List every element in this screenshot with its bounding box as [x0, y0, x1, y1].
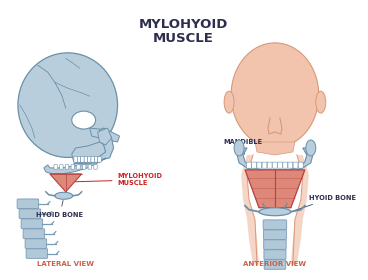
FancyBboxPatch shape	[74, 157, 77, 162]
FancyBboxPatch shape	[82, 165, 86, 169]
Polygon shape	[245, 170, 305, 208]
FancyBboxPatch shape	[60, 165, 63, 169]
FancyBboxPatch shape	[288, 162, 293, 168]
Polygon shape	[291, 155, 309, 265]
FancyBboxPatch shape	[267, 162, 272, 168]
Text: HYOID BONE: HYOID BONE	[36, 200, 83, 218]
Polygon shape	[74, 128, 114, 164]
FancyBboxPatch shape	[257, 162, 262, 168]
Text: ANTERIOR VIEW: ANTERIOR VIEW	[243, 260, 307, 267]
Polygon shape	[237, 148, 313, 173]
FancyBboxPatch shape	[17, 199, 39, 209]
Ellipse shape	[231, 43, 319, 148]
FancyBboxPatch shape	[263, 230, 286, 239]
FancyBboxPatch shape	[94, 165, 97, 169]
Ellipse shape	[306, 140, 316, 156]
Ellipse shape	[18, 53, 117, 157]
FancyBboxPatch shape	[91, 157, 94, 162]
Ellipse shape	[55, 192, 73, 199]
Polygon shape	[241, 155, 259, 265]
Polygon shape	[50, 174, 82, 192]
FancyBboxPatch shape	[81, 157, 84, 162]
Polygon shape	[98, 128, 112, 145]
Ellipse shape	[72, 111, 96, 129]
FancyBboxPatch shape	[21, 219, 43, 228]
FancyBboxPatch shape	[26, 249, 47, 258]
FancyBboxPatch shape	[252, 162, 256, 168]
FancyBboxPatch shape	[277, 162, 282, 168]
FancyBboxPatch shape	[23, 229, 45, 238]
Polygon shape	[255, 142, 295, 155]
FancyBboxPatch shape	[262, 162, 267, 168]
FancyBboxPatch shape	[25, 239, 47, 248]
Ellipse shape	[224, 91, 234, 113]
Ellipse shape	[316, 91, 326, 113]
FancyBboxPatch shape	[95, 157, 98, 162]
FancyBboxPatch shape	[298, 162, 303, 168]
Polygon shape	[44, 158, 106, 174]
Ellipse shape	[234, 140, 244, 156]
FancyBboxPatch shape	[84, 157, 88, 162]
FancyBboxPatch shape	[54, 165, 57, 169]
FancyBboxPatch shape	[66, 165, 69, 169]
Ellipse shape	[259, 208, 291, 216]
Text: MYLOHYOID
MUSCLE: MYLOHYOID MUSCLE	[139, 18, 228, 45]
FancyBboxPatch shape	[88, 165, 92, 169]
Text: HYOID BONE: HYOID BONE	[294, 195, 356, 211]
FancyBboxPatch shape	[272, 162, 277, 168]
FancyBboxPatch shape	[264, 240, 286, 249]
FancyBboxPatch shape	[88, 157, 91, 162]
FancyBboxPatch shape	[293, 162, 298, 168]
Polygon shape	[72, 142, 110, 164]
FancyBboxPatch shape	[19, 209, 40, 218]
FancyBboxPatch shape	[77, 165, 80, 169]
Text: LATERAL VIEW: LATERAL VIEW	[37, 260, 94, 267]
FancyBboxPatch shape	[264, 250, 286, 259]
FancyBboxPatch shape	[263, 220, 287, 229]
FancyBboxPatch shape	[71, 165, 74, 169]
Polygon shape	[90, 128, 120, 142]
FancyBboxPatch shape	[247, 162, 251, 168]
FancyBboxPatch shape	[77, 157, 81, 162]
FancyBboxPatch shape	[98, 157, 101, 162]
Text: MYLOHYOID
MUSCLE: MYLOHYOID MUSCLE	[74, 173, 163, 186]
FancyBboxPatch shape	[264, 260, 286, 269]
FancyBboxPatch shape	[283, 162, 287, 168]
Text: MANDIBLE: MANDIBLE	[223, 139, 262, 154]
